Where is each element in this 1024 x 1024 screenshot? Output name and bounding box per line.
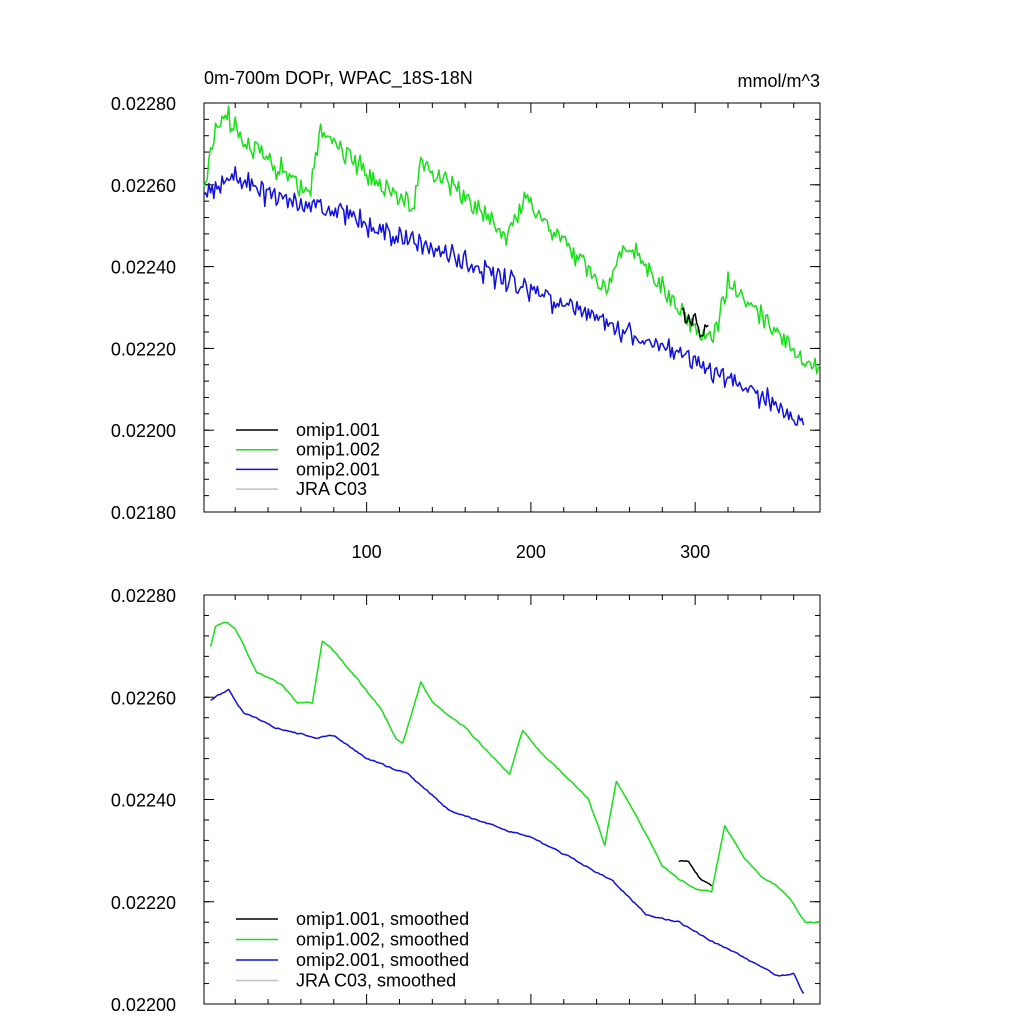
top-legend-label: omip2.001 bbox=[296, 459, 380, 479]
bottom-y-tick-label: 0.02200 bbox=[111, 995, 176, 1015]
bottom-y-tick-label: 0.02220 bbox=[111, 893, 176, 913]
top-series-omip1-001 bbox=[681, 307, 709, 338]
bottom-y-tick-label: 0.02260 bbox=[111, 688, 176, 708]
top-plot-frame bbox=[203, 102, 821, 513]
top-panel-title: 0m-700m DOPr, WPAC_18S-18N bbox=[204, 68, 473, 89]
top-x-tick-label: 200 bbox=[516, 542, 546, 562]
bottom-legend-label: omip2.001, smoothed bbox=[296, 950, 469, 970]
top-y-tick-label: 0.02220 bbox=[111, 339, 176, 359]
top-x-tick-label: 300 bbox=[680, 542, 710, 562]
bottom-y-tick-label: 0.02240 bbox=[111, 791, 176, 811]
bottom-series-omip1-002-smoothed bbox=[209, 621, 821, 924]
top-y-tick-label: 0.02260 bbox=[111, 176, 176, 196]
top-series-omip2-001 bbox=[203, 166, 805, 426]
top-y-tick-label: 0.02180 bbox=[111, 503, 176, 523]
bottom-series-omip2-001-smoothed bbox=[210, 688, 805, 994]
bottom-ticks bbox=[204, 594, 820, 1005]
bottom-series-omip1-001-smoothed bbox=[678, 859, 713, 887]
top-ticks bbox=[204, 102, 820, 513]
top-x-tick-label: 100 bbox=[352, 542, 382, 562]
bottom-y-tick-labels: 0.02200 0.02220 0.02240 0.02260 0.02280 bbox=[111, 586, 176, 1015]
bottom-legend-label: omip1.002, smoothed bbox=[296, 930, 469, 950]
top-legend-label: JRA C03 bbox=[296, 479, 367, 499]
bottom-panel: 0.02200 0.02220 0.02240 0.02260 0.02280 omip… bbox=[111, 586, 821, 1015]
top-x-tick-labels: 100 200 300 bbox=[352, 542, 711, 562]
top-y-tick-label: 0.02240 bbox=[111, 258, 176, 278]
bottom-legend-label: JRA C03, smoothed bbox=[296, 971, 456, 991]
top-y-tick-label: 0.02200 bbox=[111, 421, 176, 441]
top-series bbox=[203, 105, 821, 426]
top-panel: 0m-700m DOPr, WPAC_18S-18N mmol/m^3 0.02… bbox=[111, 68, 821, 562]
top-y-tick-labels: 0.02180 0.02200 0.02220 0.02240 0.02260 0.022… bbox=[111, 94, 176, 523]
top-legend-label: omip1.001 bbox=[296, 420, 380, 440]
bottom-series bbox=[209, 621, 821, 994]
top-panel-units: mmol/m^3 bbox=[738, 71, 820, 91]
bottom-legend-label: omip1.001, smoothed bbox=[296, 909, 469, 929]
top-legend-label: omip1.002 bbox=[296, 440, 380, 460]
top-y-tick-label: 0.02280 bbox=[111, 94, 176, 114]
bottom-y-tick-label: 0.02280 bbox=[111, 586, 176, 606]
top-series-omip1-002 bbox=[203, 105, 821, 375]
